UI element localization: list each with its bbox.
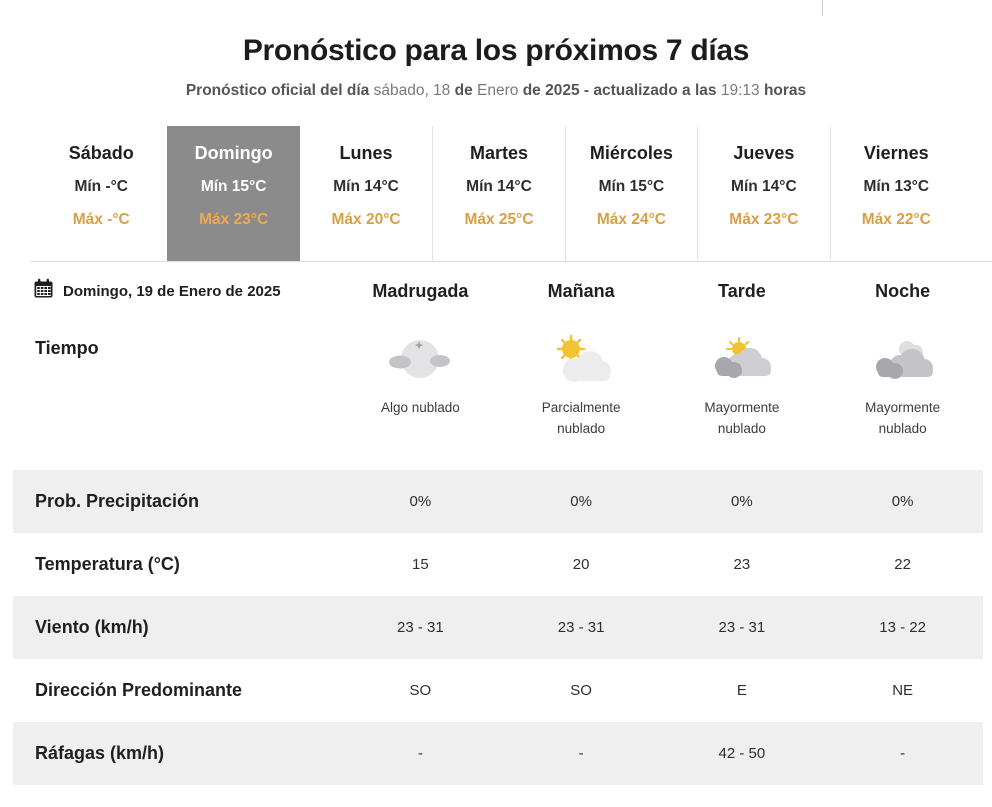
day-name: Miércoles: [589, 143, 673, 163]
subtitle-issue-date: sábado, 18: [373, 82, 455, 99]
weather-caption: Algo nublado: [380, 400, 460, 415]
cell-value: 23 - 31: [397, 619, 444, 636]
selected-date: Domingo, 19 de Enero de 2025: [13, 278, 340, 304]
day-min-temp: Mín 15°C: [598, 178, 665, 195]
weather-cell-madrugada: Algo nublado: [340, 320, 501, 419]
day-max-temp: Máx 22°C: [861, 211, 931, 228]
day-tab-miercoles[interactable]: Miércoles Mín 15°C Máx 24°C: [564, 126, 697, 261]
day-min-temp: Mín 13°C: [863, 178, 930, 195]
table-row-precipitation: Prob. Precipitación 0% 0% 0% 0%: [13, 470, 983, 533]
weather-row-label: Tiempo: [35, 338, 99, 358]
day-max-temp: Máx -°C: [72, 211, 130, 228]
period-header-manana: Mañana: [547, 280, 615, 301]
day-max-temp: Máx 23°C: [729, 211, 799, 228]
detail-header-row: Domingo, 19 de Enero de 2025 Madrugada M…: [13, 262, 983, 320]
selected-date-label: Domingo, 19 de Enero de 2025: [63, 282, 281, 300]
mostly-cloudy-night-icon: [870, 334, 936, 386]
scroll-remnant-line: [822, 0, 823, 16]
day-tab-jueves[interactable]: Jueves Mín 14°C Máx 23°C: [697, 126, 829, 261]
day-name: Lunes: [339, 143, 393, 163]
day-name: Domingo: [194, 143, 273, 163]
subtitle-update-time: 19:13: [720, 82, 764, 99]
cell-value: -: [578, 745, 584, 762]
day-max-temp: Máx 24°C: [596, 211, 666, 228]
table-row-wind-direction: Dirección Predominante SO SO E NE: [13, 659, 983, 722]
cell-value: 42 - 50: [718, 745, 766, 762]
day-max-temp: Máx 25°C: [464, 211, 534, 228]
day-tab-martes[interactable]: Martes Mín 14°C Máx 25°C: [432, 126, 564, 261]
calendar-icon: [33, 278, 54, 304]
partly-cloudy-icon: [548, 334, 614, 386]
subtitle-part: de 2025 - actualizado a las: [522, 82, 721, 99]
cell-value: 0%: [409, 493, 432, 510]
cell-value: NE: [892, 682, 914, 699]
weather-cell-manana: Parcialmente nublado: [501, 320, 662, 440]
weather-cell-noche: Mayormente nublado: [822, 320, 983, 440]
row-label: Prob. Precipitación: [35, 491, 200, 511]
cell-value: 22: [894, 556, 911, 573]
weather-caption: Parcialmente nublado: [541, 400, 621, 436]
cell-value: 0%: [731, 493, 753, 510]
table-row-temperature: Temperatura (°C) 15 20 23 22: [13, 533, 983, 596]
day-min-temp: Mín 14°C: [466, 178, 532, 195]
cell-value: 15: [412, 556, 429, 573]
period-header-noche: Noche: [875, 280, 931, 301]
day-name: Viernes: [863, 143, 929, 163]
cell-value: 23 - 31: [718, 619, 766, 636]
period-header-madrugada: Madrugada: [372, 280, 469, 301]
table-row-gusts: Ráfagas (km/h) - - 42 - 50 -: [13, 722, 983, 785]
row-label: Viento (km/h): [35, 617, 149, 637]
cell-value: 0%: [891, 493, 914, 510]
page-title: Pronóstico para los próximos 7 días: [242, 34, 750, 67]
tabs-divider: [30, 261, 992, 262]
weather-caption: Mayormente nublado: [704, 400, 780, 436]
weather-cell-tarde: Mayormente nublado: [662, 320, 823, 440]
cell-value: 13 - 22: [879, 619, 926, 636]
cell-value: 23: [733, 556, 751, 573]
forecast-issued-subtitle: Pronóstico oficial del día sábado, 18 de…: [0, 82, 992, 100]
weather-row: Tiempo Algo nublado: [13, 320, 983, 470]
day-name: Jueves: [733, 143, 795, 163]
day-name: Martes: [469, 143, 528, 163]
row-label: Temperatura (°C): [35, 554, 180, 574]
day-tab-viernes[interactable]: Viernes Mín 13°C Máx 22°C: [829, 126, 962, 261]
cell-value: E: [736, 682, 747, 699]
weather-caption: Mayormente nublado: [865, 400, 941, 436]
mostly-cloudy-day-icon: [709, 334, 775, 386]
cell-value: -: [417, 745, 423, 762]
cell-value: 0%: [570, 493, 592, 510]
day-detail-table: Domingo, 19 de Enero de 2025 Madrugada M…: [13, 262, 983, 785]
day-min-temp: Mín 15°C: [200, 178, 267, 195]
row-label: Dirección Predominante: [35, 680, 243, 700]
subtitle-part: horas: [763, 82, 807, 99]
day-min-temp: Mín 14°C: [731, 178, 797, 195]
day-tab-sabado[interactable]: Sábado Mín -°C Máx -°C: [35, 126, 167, 261]
subtitle-part: de: [454, 82, 478, 99]
day-min-temp: Mín 14°C: [333, 178, 399, 195]
row-label: Ráfagas (km/h): [35, 743, 165, 763]
day-name: Sábado: [68, 143, 134, 163]
period-header-tarde: Tarde: [718, 280, 766, 301]
cell-value: 23 - 31: [557, 619, 605, 636]
day-max-temp: Máx 23°C: [199, 211, 269, 228]
day-tab-lunes[interactable]: Lunes Mín 14°C Máx 20°C: [300, 126, 432, 261]
day-min-temp: Mín -°C: [74, 178, 128, 195]
subtitle-month: Enero: [477, 82, 523, 99]
cell-value: 20: [572, 556, 590, 573]
cloudy-night-icon: [387, 334, 453, 386]
cell-value: -: [900, 745, 906, 762]
day-max-temp: Máx 20°C: [331, 211, 401, 228]
day-selector: Sábado Mín -°C Máx -°C Domingo Mín 15°C …: [35, 126, 962, 261]
day-tab-domingo-selected[interactable]: Domingo Mín 15°C Máx 23°C: [167, 126, 300, 261]
subtitle-part: Pronóstico oficial del día: [185, 82, 374, 99]
table-row-wind: Viento (km/h) 23 - 31 23 - 31 23 - 31 13…: [13, 596, 983, 659]
cell-value: SO: [409, 682, 432, 699]
cell-value: SO: [570, 682, 592, 699]
